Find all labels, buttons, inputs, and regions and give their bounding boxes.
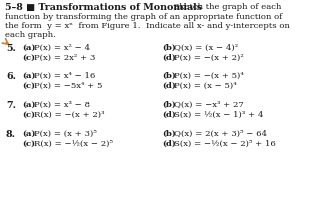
Text: (a): (a) — [22, 101, 35, 109]
Text: P(x) = −5x⁴ + 5: P(x) = −5x⁴ + 5 — [34, 82, 102, 90]
Text: 7.: 7. — [6, 101, 16, 110]
Text: P(x) = x⁴ − 16: P(x) = x⁴ − 16 — [34, 72, 95, 80]
Text: P(x) = x³ − 8: P(x) = x³ − 8 — [34, 101, 90, 109]
Text: (a): (a) — [22, 44, 35, 52]
Text: each graph.: each graph. — [5, 31, 56, 39]
Text: P(x) = −(x + 2)²: P(x) = −(x + 2)² — [174, 54, 244, 62]
Text: P(x) = 2x² + 3: P(x) = 2x² + 3 — [34, 54, 95, 62]
Text: P(x) = x² − 4: P(x) = x² − 4 — [34, 44, 90, 52]
Text: Q(x) = (x − 4)²: Q(x) = (x − 4)² — [174, 44, 238, 52]
Text: function by transforming the graph of an appropriate function of: function by transforming the graph of an… — [5, 13, 282, 21]
Text: 8.: 8. — [6, 130, 16, 139]
Text: P(x) = (x + 3)⁵: P(x) = (x + 3)⁵ — [34, 130, 97, 138]
Text: (b): (b) — [162, 44, 176, 52]
Text: (c): (c) — [22, 140, 35, 148]
Text: (c): (c) — [22, 54, 35, 62]
Text: 5.: 5. — [6, 44, 16, 53]
Text: P(x) = −(x + 5)⁴: P(x) = −(x + 5)⁴ — [174, 72, 244, 80]
Text: Q(x) = −x³ + 27: Q(x) = −x³ + 27 — [174, 101, 244, 109]
Text: (d): (d) — [162, 111, 176, 119]
Text: (d): (d) — [162, 82, 176, 90]
Text: (a): (a) — [22, 72, 35, 80]
Text: (c): (c) — [22, 82, 35, 90]
Text: (d): (d) — [162, 54, 176, 62]
Text: (b): (b) — [162, 101, 176, 109]
Text: 5–8 ■ Transformations of Monomials: 5–8 ■ Transformations of Monomials — [5, 3, 202, 12]
Text: Sketch the graph of each: Sketch the graph of each — [168, 3, 281, 11]
Text: S(x) = −½(x − 2)⁵ + 16: S(x) = −½(x − 2)⁵ + 16 — [174, 140, 276, 148]
Text: (b): (b) — [162, 72, 176, 80]
Text: P(x) = (x − 5)⁴: P(x) = (x − 5)⁴ — [174, 82, 237, 90]
Text: (b): (b) — [162, 130, 176, 138]
Text: (c): (c) — [22, 111, 35, 119]
Text: S(x) = ½(x − 1)³ + 4: S(x) = ½(x − 1)³ + 4 — [174, 111, 263, 119]
Text: (a): (a) — [22, 130, 35, 138]
Text: R(x) = −½(x − 2)⁵: R(x) = −½(x − 2)⁵ — [34, 140, 113, 148]
Text: the form  y = xⁿ  from Figure 1.  Indicate all x- and y-intercepts on: the form y = xⁿ from Figure 1. Indicate … — [5, 22, 290, 30]
Text: 6.: 6. — [6, 72, 16, 81]
Text: (d): (d) — [162, 140, 176, 148]
Text: R(x) = −(x + 2)³: R(x) = −(x + 2)³ — [34, 111, 105, 119]
Text: Q(x) = 2(x + 3)⁵ − 64: Q(x) = 2(x + 3)⁵ − 64 — [174, 130, 267, 138]
